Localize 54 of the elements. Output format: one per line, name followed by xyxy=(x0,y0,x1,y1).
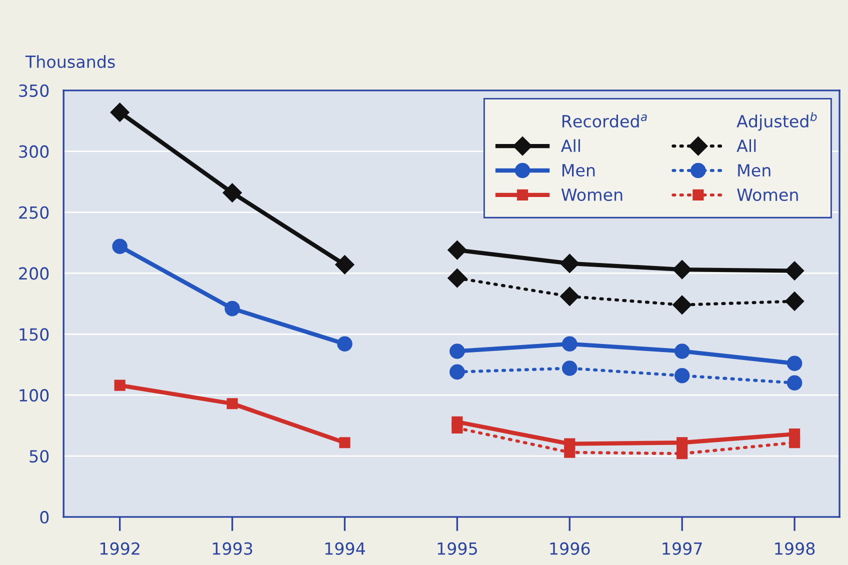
point xyxy=(676,437,688,448)
y-tick-label: 100 xyxy=(20,389,49,402)
point xyxy=(222,183,242,202)
point xyxy=(335,255,354,274)
legend-label: Men xyxy=(562,164,595,177)
point xyxy=(448,268,467,288)
x-tick-label: 1998 xyxy=(775,542,815,555)
x-tick-label: 1997 xyxy=(662,542,702,555)
point xyxy=(562,336,578,352)
point xyxy=(114,380,126,391)
legend-label: All xyxy=(560,139,580,152)
x-tick-label: 1993 xyxy=(212,542,252,555)
point xyxy=(560,254,580,273)
annotation: Adjusted$^{b}$ xyxy=(736,112,817,131)
x-tick-label: 1994 xyxy=(325,542,366,555)
point xyxy=(564,446,576,458)
legend-label: Women xyxy=(561,188,622,202)
y-tick-label: 300 xyxy=(19,145,49,158)
y-tick-label: 350 xyxy=(19,84,49,97)
point xyxy=(450,364,465,380)
legend-label: Women xyxy=(737,188,798,202)
point xyxy=(450,344,465,359)
point xyxy=(788,437,800,448)
x-tick-label: 1992 xyxy=(100,542,140,555)
point xyxy=(786,356,802,372)
legend-label: All xyxy=(736,139,756,152)
point xyxy=(674,344,690,359)
y-axis-title: Thousands xyxy=(25,55,115,68)
point xyxy=(452,422,463,434)
point xyxy=(785,261,804,280)
y-tick-label: 250 xyxy=(19,206,49,219)
x-tick-label: 1996 xyxy=(550,542,590,555)
x-tick-label: 1995 xyxy=(438,542,477,555)
point xyxy=(224,300,240,316)
point xyxy=(674,368,690,384)
point xyxy=(785,292,804,311)
point xyxy=(112,238,128,254)
y-tick-label: 0 xyxy=(40,510,49,524)
point xyxy=(672,295,692,314)
point xyxy=(562,360,578,376)
point xyxy=(110,102,130,122)
point xyxy=(226,398,238,410)
point xyxy=(339,437,350,448)
point xyxy=(672,260,692,280)
y-tick-label: 150 xyxy=(20,328,49,341)
legend-label: Men xyxy=(738,164,770,177)
point xyxy=(676,448,688,460)
point xyxy=(560,286,580,306)
point xyxy=(786,375,802,391)
y-tick-label: 50 xyxy=(30,450,49,463)
y-tick-label: 200 xyxy=(19,267,49,280)
point xyxy=(448,240,467,260)
annotation: Recorded$^{a}$ xyxy=(562,114,647,128)
point xyxy=(337,336,352,352)
